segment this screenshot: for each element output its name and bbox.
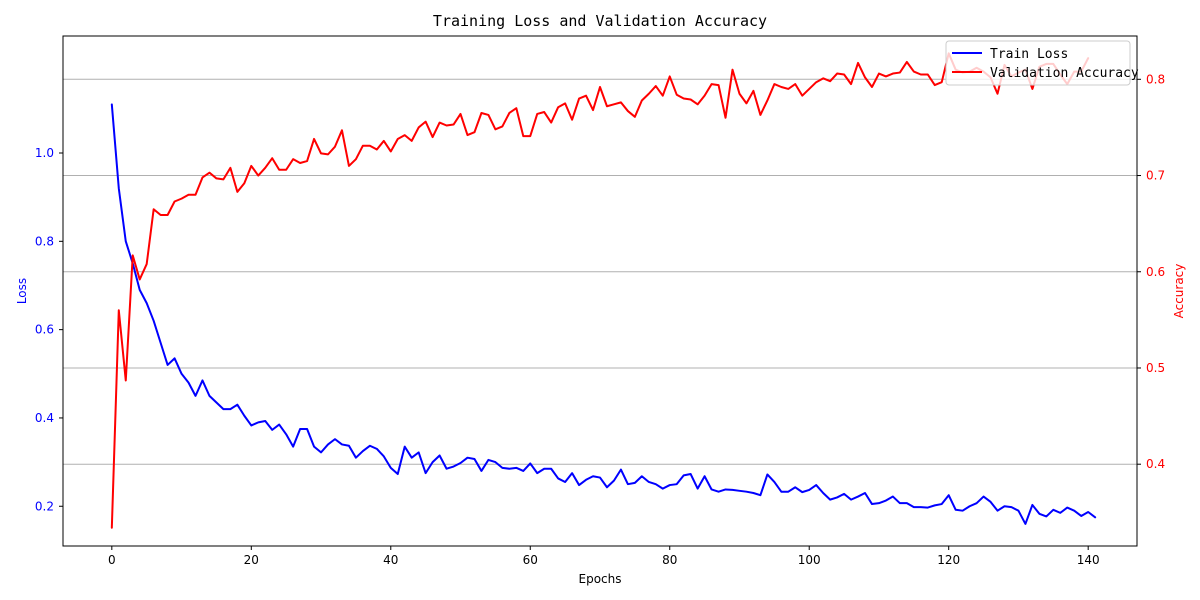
y-left-tick-label-3: 0.8: [35, 234, 54, 248]
y-left-axis-label: Loss: [15, 278, 29, 304]
x-tick-label-2: 40: [383, 553, 398, 567]
legend-label-loss: Train Loss: [990, 47, 1068, 62]
y-right-axis-ticks: 0.4 0.5 0.6 0.7 0.8: [1137, 72, 1165, 471]
validation-accuracy-line: [110, 52, 1090, 529]
plot-frame: [62, 35, 1138, 547]
x-tick-label-1: 20: [244, 553, 259, 567]
x-tick-label-6: 120: [937, 553, 960, 567]
x-axis-ticks: 0 20 40 60 80 100 120 140: [108, 546, 1100, 567]
y-right-tick-label-3: 0.7: [1146, 169, 1165, 183]
x-tick-label-3: 60: [523, 553, 538, 567]
x-tick-label-0: 0: [108, 553, 116, 567]
y-right-axis-label: Accuracy: [1172, 264, 1186, 319]
series-lines: [110, 52, 1097, 529]
x-axis-label: Epochs: [579, 572, 622, 586]
y-left-tick-label-2: 0.6: [35, 323, 54, 337]
y-left-tick-label-0: 0.2: [35, 499, 54, 513]
x-tick-label-5: 100: [798, 553, 821, 567]
legend-label-accuracy: Validation Accuracy: [990, 66, 1139, 81]
x-tick-label-4: 80: [662, 553, 677, 567]
y-right-tick-label-1: 0.5: [1146, 361, 1165, 375]
x-tick-label-7: 140: [1077, 553, 1100, 567]
y-left-axis-ticks: 0.2 0.4 0.6 0.8 1.0: [35, 146, 63, 513]
legend-box: [945, 40, 1131, 86]
y-right-tick-label-0: 0.4: [1146, 457, 1165, 471]
y-left-tick-label-1: 0.4: [35, 411, 54, 425]
y-right-tick-label-2: 0.6: [1146, 265, 1165, 279]
train-loss-line: [110, 103, 1097, 525]
chart-title: Training Loss and Validation Accuracy: [433, 12, 767, 30]
legend: Train Loss Validation Accuracy: [945, 40, 1139, 86]
grid-lines: [63, 78, 1137, 465]
y-right-tick-label-4: 0.8: [1146, 72, 1165, 86]
y-left-tick-label-4: 1.0: [35, 146, 54, 160]
